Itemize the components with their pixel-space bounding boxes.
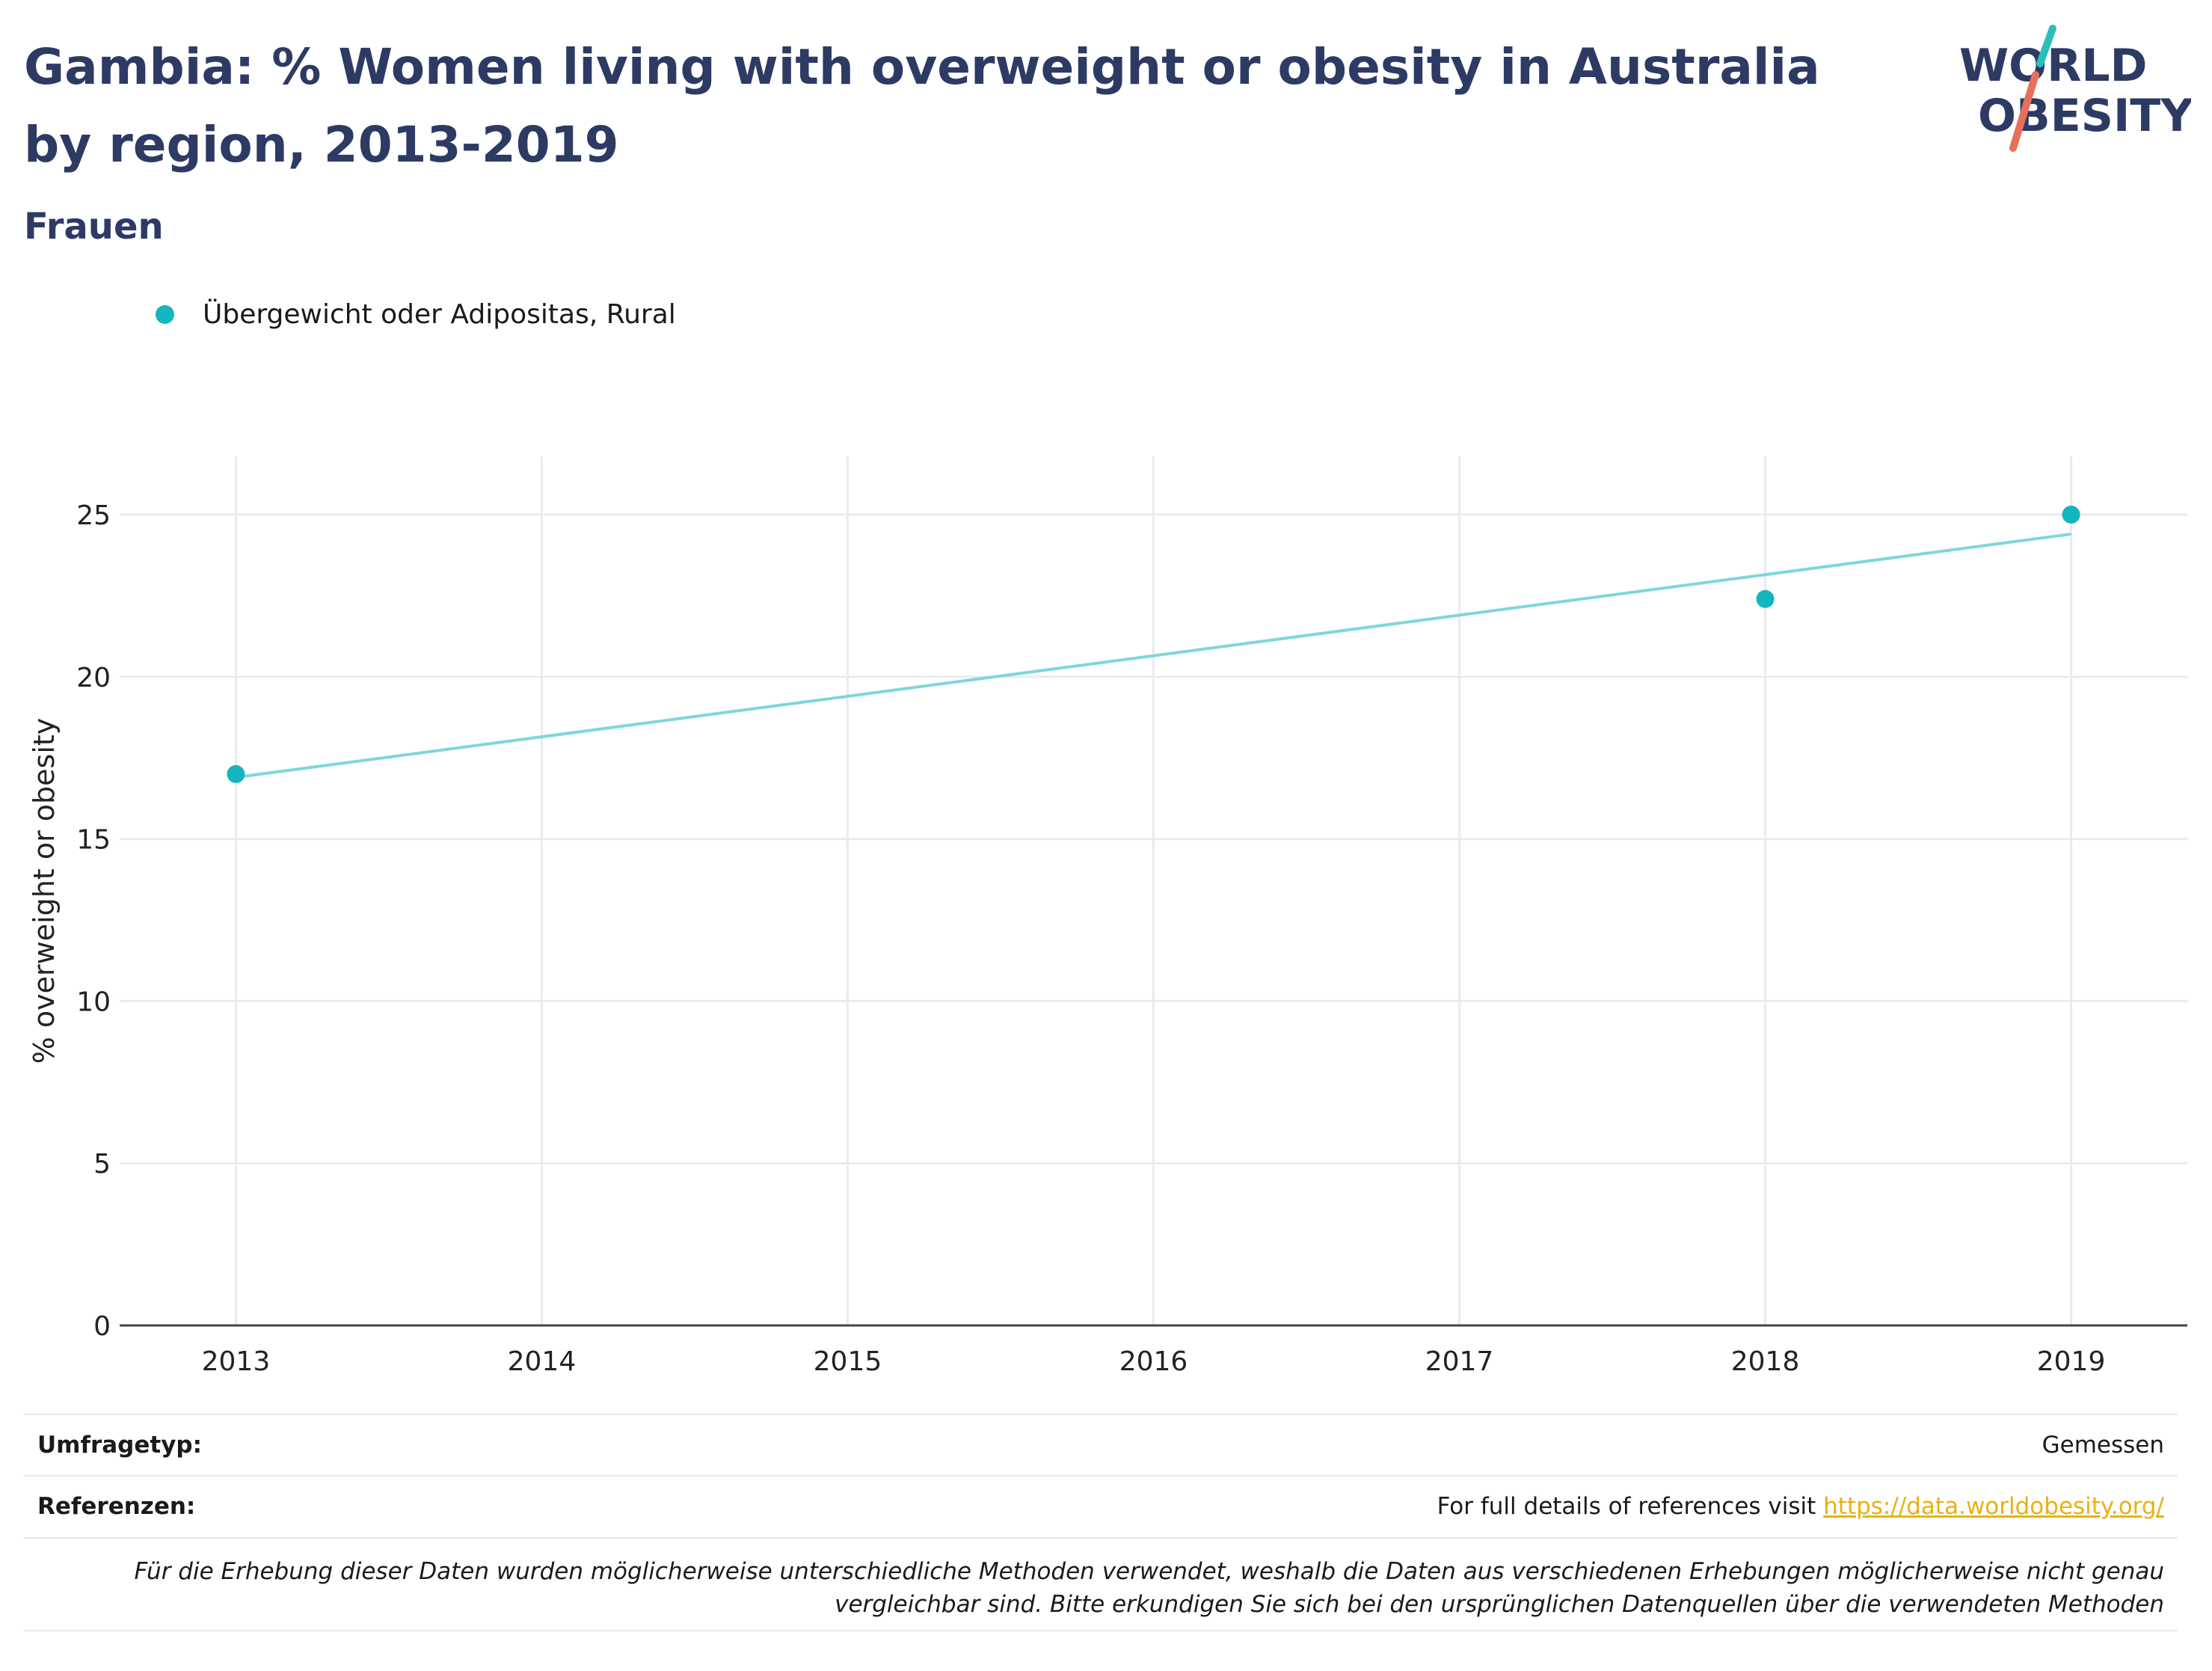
data-point (227, 764, 245, 783)
y-tick-label: 10 (76, 987, 111, 1017)
x-tick-label: 2013 (202, 1346, 271, 1377)
x-tick-label: 2018 (1731, 1346, 1800, 1377)
survey-type-row: Umfragetyp: Gemessen (24, 1414, 2178, 1475)
logo-line2: OBESITY (1978, 90, 2191, 142)
x-tick-label: 2015 (814, 1346, 882, 1377)
survey-type-label: Umfragetyp: (37, 1432, 202, 1459)
x-tick-label: 2014 (508, 1346, 577, 1377)
y-tick-label: 5 (93, 1149, 111, 1180)
legend-label: Übergewicht oder Adipositas, Rural (203, 299, 676, 330)
references-value: For full details of references visit htt… (1437, 1493, 2164, 1520)
logo-accent-coral (2009, 71, 2039, 152)
y-tick-label: 0 (93, 1311, 111, 1342)
y-axis-label: % overweight or obesity (28, 718, 61, 1064)
data-point (1756, 589, 1775, 608)
world-obesity-logo: WORLD OBESITY (1959, 25, 2191, 152)
y-tick-label: 15 (76, 825, 111, 856)
chart-title: Gambia: % Women living with overweight o… (24, 38, 1820, 174)
methodology-note: Für die Erhebung dieser Daten wurden mög… (24, 1537, 2178, 1631)
references-text: For full details of references visit (1437, 1493, 1824, 1520)
y-tick-label: 25 (76, 500, 111, 531)
x-tick-label: 2017 (1425, 1346, 1494, 1377)
trend-line (236, 533, 2071, 779)
references-row: Referenzen: For full details of referenc… (24, 1475, 2178, 1536)
data-point (2062, 506, 2080, 524)
x-tick-label: 2016 (1119, 1346, 1188, 1377)
y-tick-label: 20 (76, 663, 111, 693)
x-tick-label: 2019 (2037, 1346, 2106, 1377)
chart-legend[interactable]: Übergewicht oder Adipositas, Rural (156, 299, 676, 330)
references-label: Referenzen: (37, 1493, 196, 1520)
references-link[interactable]: https://data.worldobesity.org/ (1823, 1493, 2164, 1520)
chart-subtitle: Frauen (24, 206, 164, 248)
logo-accent-teal (2036, 25, 2056, 67)
survey-type-value: Gemessen (2042, 1432, 2164, 1459)
logo-line1: WORLD (1959, 40, 2147, 92)
legend-marker (156, 305, 174, 324)
scatter-chart: 0 5 10 15 20 25 2013 2014 2015 2016 2017 2018 2019 % … (28, 456, 2187, 1377)
